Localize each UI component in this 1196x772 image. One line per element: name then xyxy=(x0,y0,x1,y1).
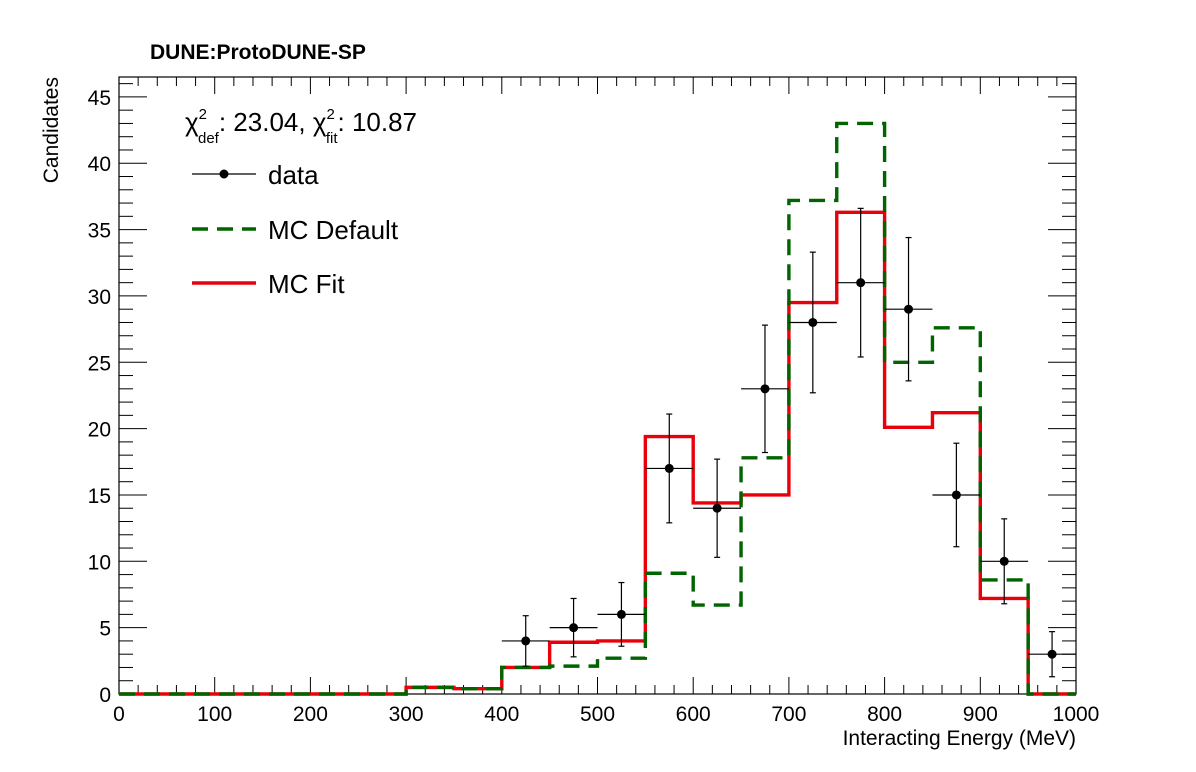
x-tick-label: 800 xyxy=(867,703,902,726)
legend-entry: MC Default xyxy=(192,215,399,245)
data-point xyxy=(1028,631,1076,678)
y-tick-label: 10 xyxy=(88,551,111,574)
data-marker xyxy=(999,556,1009,566)
chart-title: DUNE:ProtoDUNE-SP xyxy=(150,41,366,64)
x-tick-label: 600 xyxy=(676,703,711,726)
y-tick-label: 15 xyxy=(88,485,111,508)
y-tick-label: 0 xyxy=(99,684,111,707)
y-tick-label: 45 xyxy=(88,87,111,110)
x-tick-label: 700 xyxy=(771,703,806,726)
y-axis-label: Candidates xyxy=(40,77,63,183)
x-tick-label: 200 xyxy=(293,703,328,726)
data-marker xyxy=(808,317,818,327)
data-marker xyxy=(856,278,866,288)
x-axis-label: Interacting Energy (MeV) xyxy=(843,727,1076,750)
legend: data MC Default MC Fit xyxy=(192,160,399,299)
legend-label: MC Default xyxy=(268,215,399,245)
y-tick-label: 40 xyxy=(88,153,111,176)
data-point xyxy=(549,597,598,658)
mc-fit-histogram xyxy=(119,210,1076,696)
data-marker xyxy=(616,609,626,619)
series-layer xyxy=(119,121,1076,696)
y-tick-labels: 0 5 10 15 20 25 30 35 40 45 xyxy=(88,87,111,707)
data-point xyxy=(788,251,837,394)
data-marker xyxy=(1047,649,1057,659)
data-point xyxy=(597,581,646,647)
data-marker xyxy=(904,304,914,314)
data-point xyxy=(501,615,550,667)
data-marker xyxy=(951,490,961,500)
y-tick-label: 25 xyxy=(88,352,111,375)
x-tick-label: 1000 xyxy=(1053,703,1100,726)
y-tick-label: 20 xyxy=(88,419,111,442)
data-marker xyxy=(712,503,722,513)
x-tick-labels: 0 100 200 300 400 500 600 700 800 900 1000 xyxy=(113,703,1099,726)
legend-entry: MC Fit xyxy=(192,269,345,299)
data-point xyxy=(884,236,933,382)
x-tick-label: 500 xyxy=(580,703,615,726)
data-point xyxy=(932,442,981,548)
minor-ticks xyxy=(119,77,1076,694)
legend-entry: data xyxy=(192,160,319,190)
x-tick-label: 0 xyxy=(113,703,125,726)
x-tick-label: 400 xyxy=(484,703,519,726)
data-point xyxy=(645,413,694,524)
y-tick-label: 30 xyxy=(88,286,111,309)
y-tick-label: 35 xyxy=(88,220,111,243)
data-point xyxy=(693,458,742,558)
x-tick-label: 900 xyxy=(963,703,998,726)
data-marker xyxy=(569,623,579,633)
x-tick-label: 100 xyxy=(197,703,232,726)
data-point xyxy=(836,207,885,358)
chi2-annotation: χ2 def: 23.04, χ2 fit: 10.87 xyxy=(185,106,417,147)
data-point xyxy=(741,324,789,454)
mc-default-histogram xyxy=(119,121,1076,696)
data-marker xyxy=(760,384,770,394)
data-marker xyxy=(664,463,674,473)
chi2-annotation-text: χ2 def: 23.04, χ2 fit: 10.87 xyxy=(185,106,417,147)
data-point xyxy=(980,518,1029,605)
legend-label: data xyxy=(268,160,319,190)
data-marker xyxy=(521,636,531,646)
x-tick-label: 300 xyxy=(389,703,424,726)
y-tick-label: 5 xyxy=(99,618,111,641)
legend-label: MC Fit xyxy=(268,269,345,299)
legend-marker-data xyxy=(219,169,229,179)
